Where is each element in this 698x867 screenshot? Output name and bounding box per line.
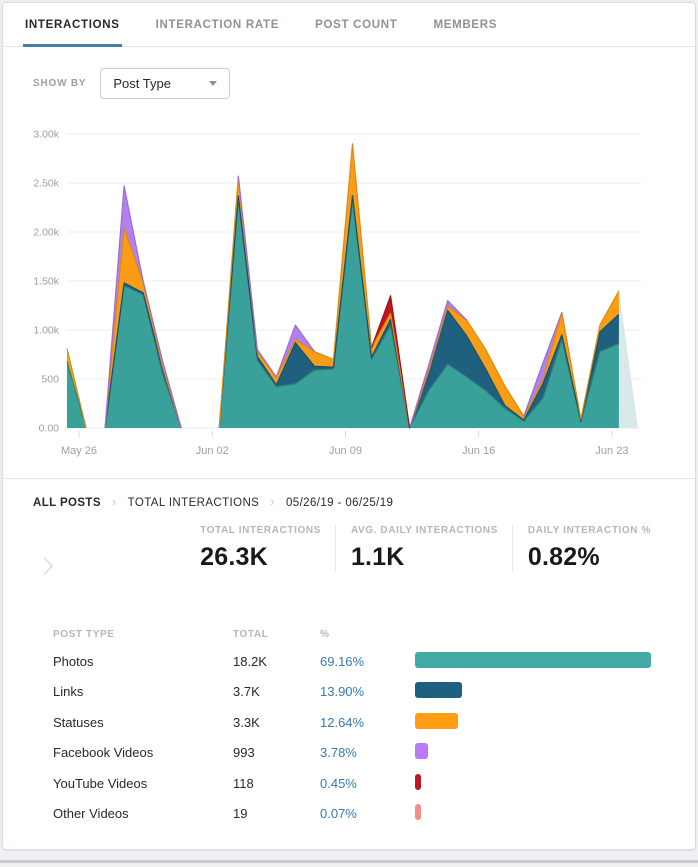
header-total: TOTAL [233,629,269,640]
chevron-down-icon [209,81,218,86]
breadcrumb-date-range: 05/26/19 - 06/25/19 [286,496,394,509]
table-header-row: POST TYPE TOTAL % [53,613,645,646]
bar-cell [415,651,651,671]
page-bottom-edge [0,860,698,863]
pct-bar [415,773,421,790]
post-type-cell: Other Videos [53,806,129,822]
breadcrumb-all-posts[interactable]: ALL POSTS [33,496,101,509]
header-post-type: POST TYPE [53,629,115,640]
total-cell: 18.2K [233,653,267,669]
chevron-right-icon[interactable] [43,535,54,597]
interactions-stacked-area-chart[interactable]: 0.00 500 1.00k 1.50k 2.00k 2.50k 3.00k May 26 Ju… [3,114,696,459]
table-row[interactable]: Statuses 3.3K 12.64% [53,707,645,738]
stat-value: 1.1K [350,543,405,571]
stats-group: TOTAL INTERACTIONS 26.3K AVG. DAILY INTE… [200,525,665,572]
pct-bar [415,743,428,760]
svg-text:Jun 09: Jun 09 [329,445,362,457]
post-type-table: POST TYPE TOTAL % Photos 18.2K 69.16% Links… [3,613,695,829]
post-type-cell: Photos [53,653,94,669]
chart-container: 0.00 500 1.00k 1.50k 2.00k 2.50k 3.00k May 26 Ju… [3,114,695,464]
stat-avg-daily-interactions: AVG. DAILY INTERACTIONS 1.1K [334,525,512,572]
show-by-row: SHOW BY Post Type [3,47,695,99]
tab-members[interactable]: MEMBERS [433,18,498,31]
breadcrumb: ALL POSTS › TOTAL INTERACTIONS › 05/26/1… [3,479,695,509]
svg-text:Jun 02: Jun 02 [196,445,229,457]
stat-label: AVG. DAILY INTERACTIONS [350,525,498,536]
svg-text:3.00k: 3.00k [33,129,59,141]
table-body: Photos 18.2K 69.16% Links 3.7K 13.90% Statuses… [53,646,651,830]
tab-post-count[interactable]: POST COUNT [315,18,398,31]
pct-bar [415,804,421,821]
pct-bar [415,651,651,668]
show-by-label: SHOW BY [33,78,87,89]
bar-cell [415,773,645,793]
pct-cell[interactable]: 0.07% [320,806,357,822]
total-cell: 118 [233,775,254,791]
tab-interaction-rate[interactable]: INTERACTION RATE [155,18,280,31]
pct-cell[interactable]: 12.64% [320,714,365,730]
stat-total-interactions: TOTAL INTERACTIONS 26.3K [200,525,335,572]
table-row[interactable]: Photos 18.2K 69.16% [53,646,651,677]
chevron-right-icon: › [111,494,117,509]
svg-text:1.00k: 1.00k [33,325,59,337]
svg-text:2.00k: 2.00k [33,227,59,239]
total-cell: 19 [233,806,248,822]
post-type-cell: Facebook Videos [53,745,154,761]
table-row[interactable]: Links 3.7K 13.90% [53,677,645,708]
section-divider [3,478,695,479]
bar-cell [415,682,645,701]
breadcrumb-total-interactions[interactable]: TOTAL INTERACTIONS [127,496,260,509]
total-cell: 3.7K [233,684,260,700]
stat-label: TOTAL INTERACTIONS [200,525,321,536]
pct-cell[interactable]: 69.16% [320,653,365,669]
pct-cell[interactable]: 3.78% [320,745,357,761]
table-row[interactable]: YouTube Videos 118 0.45% [53,768,645,799]
bar-cell [415,804,645,823]
pct-bar [415,712,458,729]
header-pct: % [320,629,330,640]
show-by-value: Post Type [113,76,171,91]
pct-cell[interactable]: 0.45% [320,775,357,791]
pct-cell[interactable]: 13.90% [320,684,365,700]
bar-cell [415,743,645,762]
summary-stats-row: TOTAL INTERACTIONS 26.3K AVG. DAILY INTE… [3,509,695,613]
show-by-dropdown[interactable]: Post Type [100,68,231,99]
post-type-cell: Statuses [53,714,104,730]
bar-cell [415,712,645,732]
svg-text:Jun 16: Jun 16 [462,445,495,457]
post-type-cell: YouTube Videos [53,775,148,791]
table-row[interactable]: Other Videos 19 0.07% [53,799,645,830]
stat-value: 0.82% [527,543,600,571]
stat-value: 26.3K [200,543,268,571]
tab-interactions[interactable]: INTERACTIONS [23,3,122,47]
post-type-cell: Links [53,684,84,700]
svg-text:2.50k: 2.50k [33,178,59,190]
metric-tabs: INTERACTIONS INTERACTION RATE POST COUNT… [3,3,695,47]
svg-text:Jun 23: Jun 23 [595,445,628,457]
table-row[interactable]: Facebook Videos 993 3.78% [53,738,645,769]
svg-text:May 26: May 26 [61,445,97,457]
analytics-card: INTERACTIONS INTERACTION RATE POST COUNT… [2,2,696,850]
chevron-right-icon: › [270,494,275,509]
svg-text:1.50k: 1.50k [33,276,59,288]
stat-label: DAILY INTERACTION % [527,525,651,536]
total-cell: 3.3K [233,714,260,730]
svg-text:0.00: 0.00 [39,423,60,435]
svg-text:500: 500 [41,374,59,386]
pct-bar [415,682,462,699]
total-cell: 993 [233,745,255,761]
stat-daily-interaction-pct: DAILY INTERACTION % 0.82% [511,525,665,572]
